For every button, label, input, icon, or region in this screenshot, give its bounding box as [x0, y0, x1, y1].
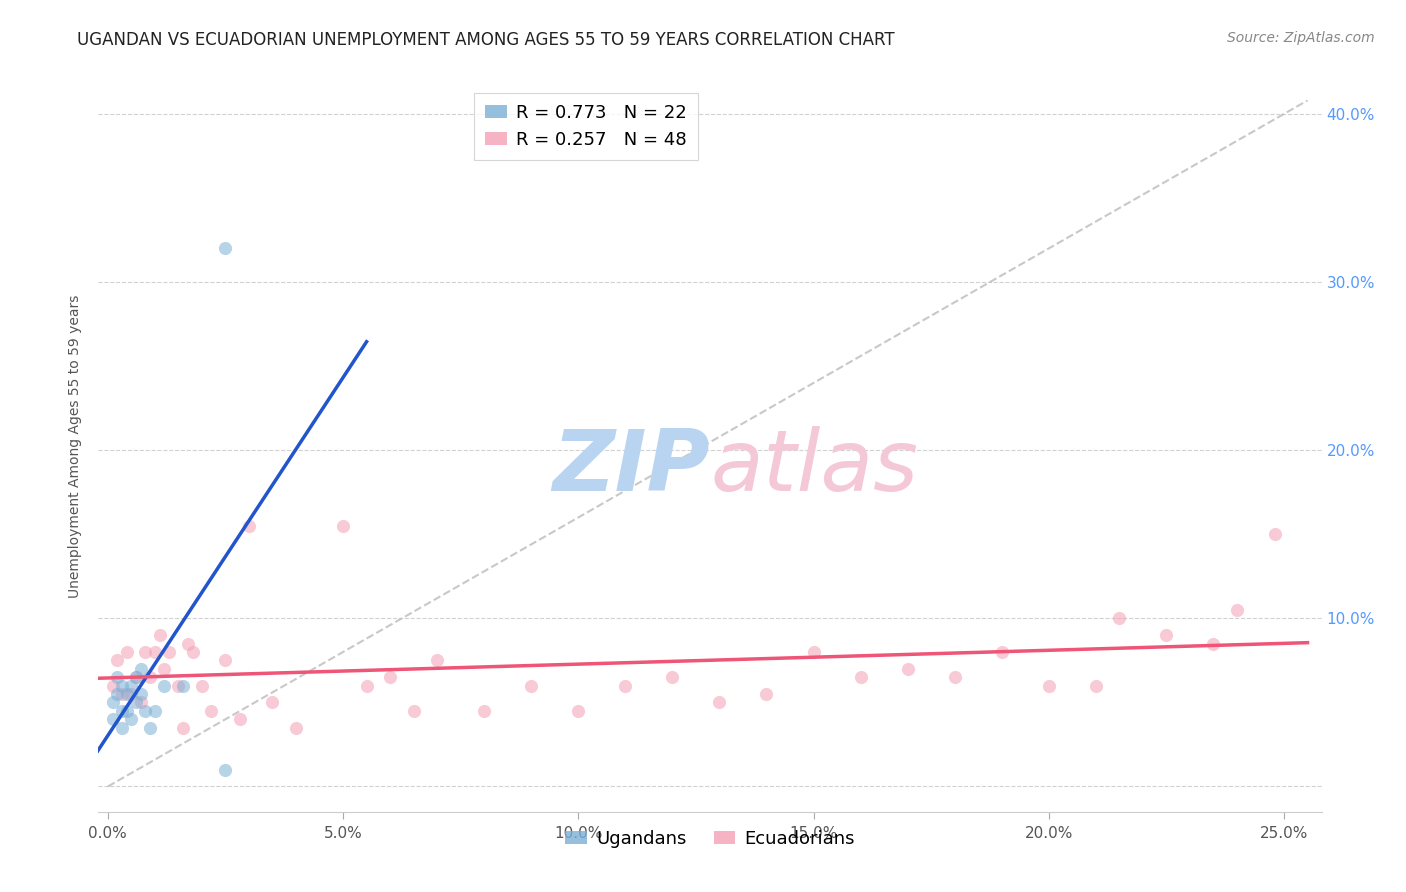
Point	[849, 670, 872, 684]
Point	[101, 712, 124, 726]
Point	[120, 712, 142, 726]
Point	[153, 662, 176, 676]
Point	[111, 721, 134, 735]
Point	[1226, 603, 1249, 617]
Point	[567, 704, 589, 718]
Point	[990, 645, 1012, 659]
Legend: Ugandans, Ecuadorians: Ugandans, Ecuadorians	[558, 823, 862, 855]
Point	[129, 695, 152, 709]
Point	[125, 670, 148, 684]
Point	[120, 687, 142, 701]
Point	[143, 704, 166, 718]
Point	[378, 670, 401, 684]
Point	[157, 645, 180, 659]
Point	[101, 695, 124, 709]
Point	[172, 721, 194, 735]
Point	[177, 636, 200, 650]
Point	[191, 679, 214, 693]
Point	[129, 662, 152, 676]
Text: ZIP: ZIP	[553, 426, 710, 509]
Point	[111, 687, 134, 701]
Point	[101, 679, 124, 693]
Point	[803, 645, 825, 659]
Y-axis label: Unemployment Among Ages 55 to 59 years: Unemployment Among Ages 55 to 59 years	[69, 294, 83, 598]
Point	[332, 519, 354, 533]
Point	[661, 670, 683, 684]
Point	[356, 679, 378, 693]
Point	[105, 670, 128, 684]
Point	[139, 670, 162, 684]
Point	[134, 704, 156, 718]
Point	[115, 645, 138, 659]
Point	[1202, 636, 1225, 650]
Point	[472, 704, 495, 718]
Point	[426, 653, 449, 667]
Point	[105, 687, 128, 701]
Point	[943, 670, 966, 684]
Point	[111, 679, 134, 693]
Point	[214, 242, 236, 256]
Point	[402, 704, 425, 718]
Point	[1084, 679, 1107, 693]
Point	[200, 704, 222, 718]
Point	[153, 679, 176, 693]
Point	[214, 763, 236, 777]
Point	[614, 679, 637, 693]
Point	[520, 679, 543, 693]
Text: Source: ZipAtlas.com: Source: ZipAtlas.com	[1227, 31, 1375, 45]
Point	[214, 653, 236, 667]
Point	[285, 721, 308, 735]
Point	[172, 679, 194, 693]
Point	[238, 519, 260, 533]
Point	[181, 645, 204, 659]
Point	[1156, 628, 1178, 642]
Point	[1038, 679, 1060, 693]
Point	[111, 704, 134, 718]
Point	[143, 645, 166, 659]
Point	[897, 662, 920, 676]
Point	[1108, 611, 1130, 625]
Text: atlas: atlas	[710, 426, 918, 509]
Point	[115, 704, 138, 718]
Point	[120, 679, 142, 693]
Point	[228, 712, 250, 726]
Point	[134, 645, 156, 659]
Text: UGANDAN VS ECUADORIAN UNEMPLOYMENT AMONG AGES 55 TO 59 YEARS CORRELATION CHART: UGANDAN VS ECUADORIAN UNEMPLOYMENT AMONG…	[77, 31, 896, 49]
Point	[1264, 527, 1286, 541]
Point	[125, 695, 148, 709]
Point	[129, 687, 152, 701]
Point	[125, 670, 148, 684]
Point	[149, 628, 172, 642]
Point	[262, 695, 284, 709]
Point	[115, 687, 138, 701]
Point	[755, 687, 778, 701]
Point	[709, 695, 731, 709]
Point	[105, 653, 128, 667]
Point	[139, 721, 162, 735]
Point	[167, 679, 190, 693]
